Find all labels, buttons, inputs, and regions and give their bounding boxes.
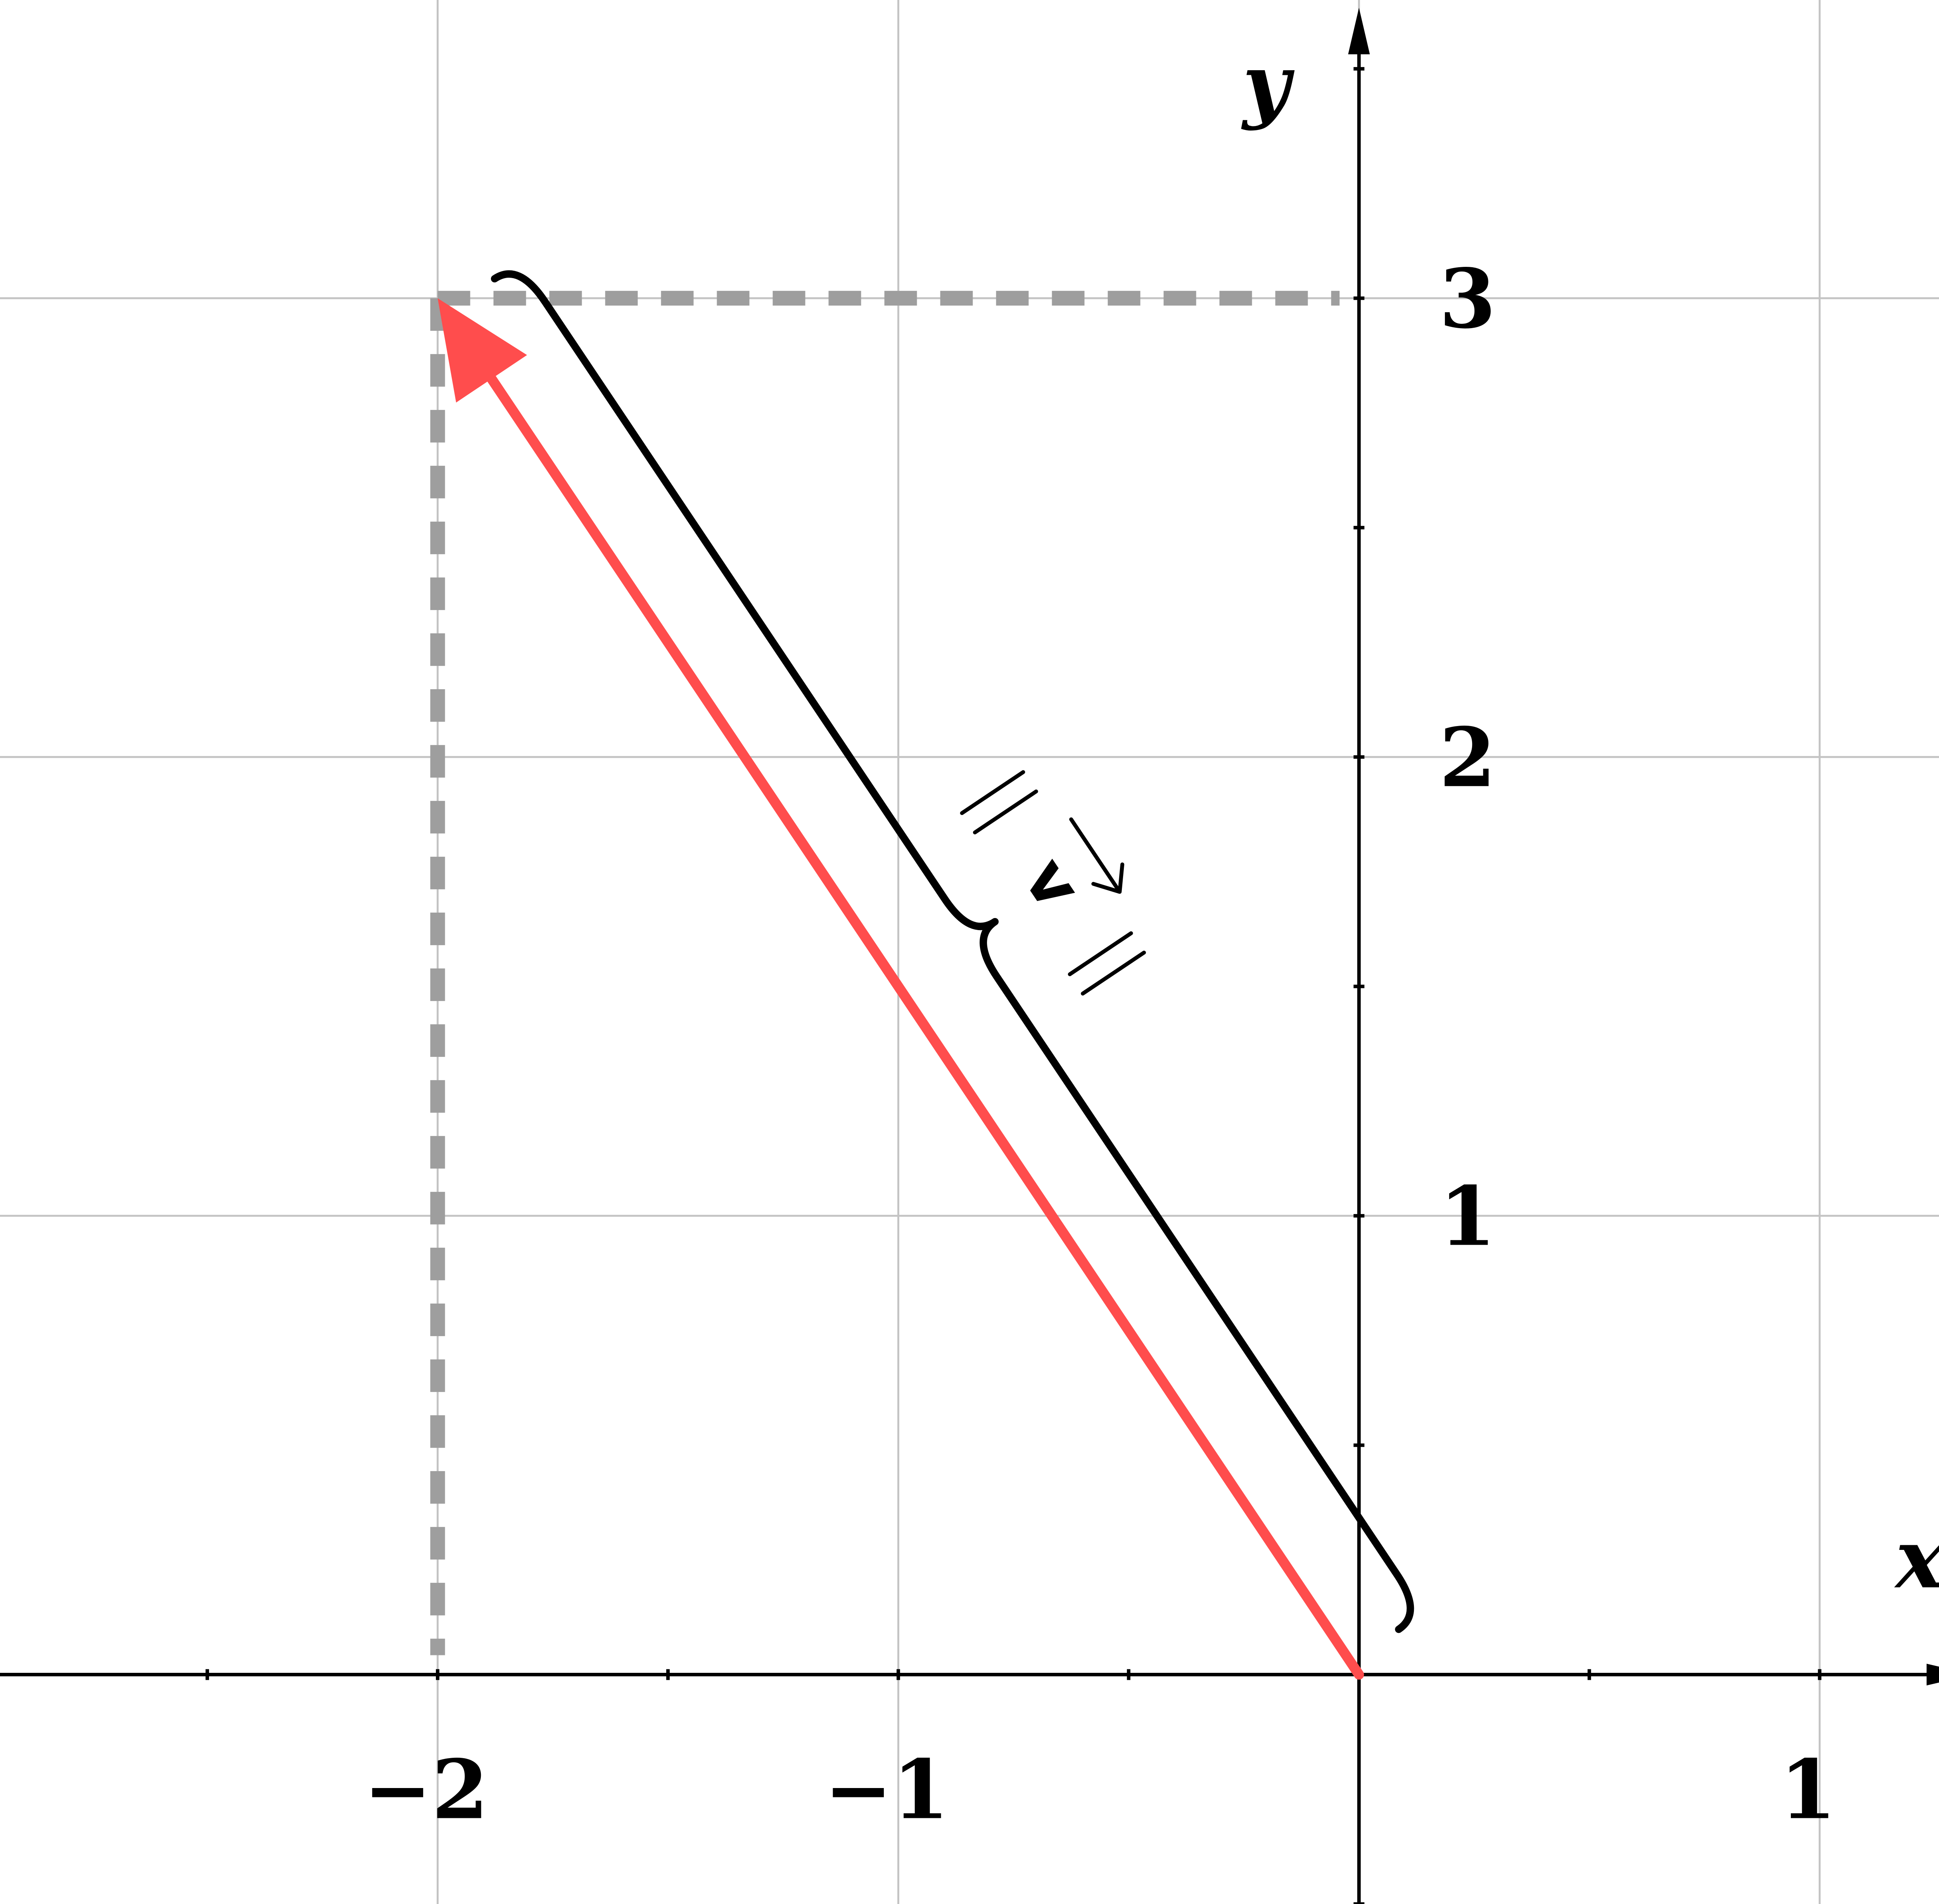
- norm-arrow-accent: [1069, 817, 1125, 894]
- x-tick-label: −2: [363, 1742, 488, 1838]
- x-tick-label: 1: [1780, 1742, 1836, 1838]
- component-guides: [430, 291, 1340, 1655]
- y-tick-label: 1: [1439, 1169, 1496, 1264]
- axes: [0, 8, 1939, 1904]
- vector-v: [437, 298, 1364, 1680]
- x-tick-label: −1: [824, 1742, 949, 1838]
- x-axis-label: x: [1894, 1511, 1939, 1607]
- norm-bar: [973, 789, 1038, 835]
- norm-arrow-accent: [1069, 817, 1125, 894]
- norm-left-bars: [960, 770, 1038, 835]
- norm-bar: [1081, 950, 1146, 996]
- vector-shaft: [482, 367, 1364, 1680]
- y-axis-label: y: [1241, 36, 1295, 132]
- norm-label-v: v: [1009, 844, 1096, 922]
- norm-bar: [960, 770, 1025, 815]
- y-tick-label: 2: [1439, 710, 1496, 806]
- norm-bar: [1068, 931, 1133, 976]
- tick-labels: −2 −1 1 1 2 3: [363, 251, 1836, 1838]
- norm-right-bars: [1068, 931, 1146, 996]
- norm-brace: [491, 270, 1414, 1633]
- x-axis-arrowhead: [1927, 1664, 1939, 1686]
- ticks: [206, 67, 1821, 1904]
- vector-arrowhead: [437, 298, 527, 403]
- y-tick-label: 3: [1439, 251, 1496, 347]
- y-axis-arrowhead: [1348, 8, 1370, 54]
